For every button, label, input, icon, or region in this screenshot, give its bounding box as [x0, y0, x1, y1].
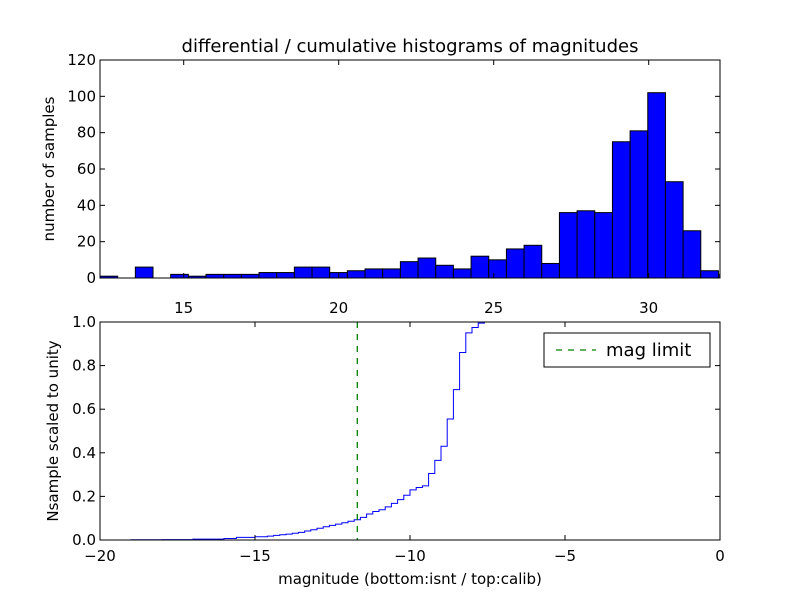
bottom-x-ticks: −20 −15 −10 −5 0: [84, 322, 725, 565]
histogram-bar: [558, 212, 578, 279]
legend-label-mag-limit: mag limit: [606, 340, 691, 361]
bottom-y-axis-label: Nsample scaled to unity: [44, 340, 62, 521]
y-tick-label: 120: [67, 51, 96, 69]
histogram-bar: [258, 272, 278, 279]
y-tick-label: 0: [86, 269, 96, 287]
x-tick-label: −15: [239, 547, 271, 565]
cumulative-histogram: 0.0 0.2 0.4 0.6 0.8 1.0 −20 −15 −10 −5 0 magnitud…: [44, 313, 725, 588]
histogram-bar: [364, 268, 384, 279]
histogram-bar: [523, 244, 543, 279]
y-tick-label: 40: [77, 196, 96, 214]
histogram-bar: [293, 266, 313, 279]
histogram-bar: [452, 268, 472, 279]
x-tick-label: 25: [484, 299, 503, 317]
y-tick-label: 0.4: [72, 444, 96, 462]
histogram-bar: [629, 130, 649, 279]
x-tick-label: 15: [174, 299, 193, 317]
x-tick-label: −10: [394, 547, 426, 565]
histogram-bars: [99, 92, 721, 279]
x-tick-label: −5: [554, 547, 576, 565]
chart-title: differential / cumulative histograms of …: [182, 36, 639, 57]
top-x-ticks: 15 20 25 30: [174, 60, 658, 317]
histogram-bar: [399, 261, 419, 279]
histogram-bar: [611, 141, 631, 279]
histogram-bar: [664, 181, 684, 279]
y-tick-label: 20: [77, 233, 96, 251]
histogram-bar: [505, 248, 525, 279]
top-y-axis-label: number of samples: [40, 96, 58, 241]
top-y-ticks: 0 20 40 60 80 100 120: [67, 51, 720, 287]
y-tick-label: 100: [67, 87, 96, 105]
y-tick-label: 0.2: [72, 487, 96, 505]
y-tick-label: 1.0: [72, 313, 96, 331]
histogram-bar: [346, 270, 366, 279]
bottom-y-ticks: 0.0 0.2 0.4 0.6 0.8 1.0: [72, 313, 720, 549]
histogram-bar: [170, 273, 189, 279]
differential-histogram: differential / cumulative histograms of …: [40, 36, 721, 317]
y-tick-label: 0.0: [72, 531, 96, 549]
histogram-bar: [470, 255, 490, 279]
x-tick-label: −20: [84, 547, 116, 565]
histogram-bar: [647, 92, 666, 279]
legend: mag limit: [543, 332, 711, 368]
histogram-bar: [488, 259, 507, 279]
histogram-bar: [700, 270, 719, 279]
histogram-bar: [435, 264, 454, 279]
x-tick-label: 0: [715, 547, 725, 565]
histogram-bar: [311, 266, 331, 279]
bottom-plot-frame: [99, 321, 721, 541]
histogram-bar: [594, 212, 613, 279]
histogram-bar: [276, 272, 295, 279]
x-tick-label: 20: [329, 299, 348, 317]
y-tick-label: 0.6: [72, 400, 96, 418]
bottom-x-axis-label: magnitude (bottom:isnt / top:calib): [278, 570, 542, 588]
histogram-bar: [134, 266, 154, 279]
histogram-bar: [576, 210, 596, 279]
y-tick-label: 0.8: [72, 357, 96, 375]
histogram-bar: [382, 268, 401, 279]
top-plot-frame: [99, 59, 721, 279]
y-tick-label: 60: [77, 160, 96, 178]
histogram-bar: [682, 230, 702, 279]
x-tick-label: 30: [639, 299, 658, 317]
y-tick-label: 80: [77, 124, 96, 142]
histogram-bar: [240, 273, 260, 279]
histogram-bar: [205, 273, 225, 279]
histogram-bar: [541, 262, 560, 279]
histogram-bar: [223, 273, 242, 279]
histogram-bar: [417, 257, 437, 279]
